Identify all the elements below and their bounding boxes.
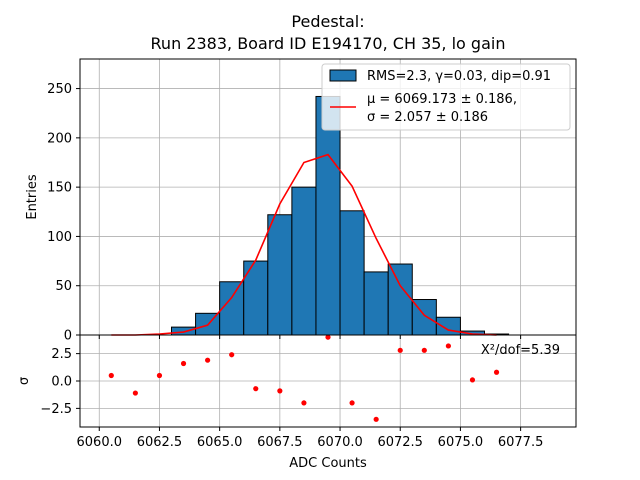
chi2-label: X²/dof=5.39: [481, 343, 560, 358]
residual-point: [108, 372, 114, 379]
histogram-bar: [387, 263, 413, 336]
x-tick-label: 6077.5: [498, 435, 544, 450]
y-tick-label-top: 100: [47, 230, 72, 245]
chart-title-line1: Pedestal:: [291, 12, 364, 31]
residual-point: [253, 386, 259, 392]
x-tick-label: 6065.0: [197, 435, 243, 450]
fit-curve-group: [111, 153, 497, 336]
x-tick-label: 6067.5: [257, 435, 303, 450]
y-tick-label-bottom: 0.0: [51, 375, 72, 390]
histogram-bar: [170, 326, 197, 336]
histogram-bar: [291, 186, 317, 336]
y-tick-label-top: 50: [55, 279, 72, 294]
residual-point: [397, 347, 403, 353]
y-axis-label-sigma: σ: [17, 377, 32, 385]
histogram-bar: [219, 281, 245, 336]
histogram-bar: [267, 214, 293, 336]
legend-hist-label: RMS=2.3, γ=0.03, dip=0.91: [367, 69, 551, 84]
histogram-bar: [339, 210, 365, 336]
residual-point: [156, 372, 163, 379]
residual-point: [229, 352, 235, 358]
y-tick-label-bottom: 2.5: [51, 347, 72, 362]
x-tick-label: 6062.5: [137, 435, 183, 450]
legend-fit-label-line1: μ = 6069.173 ± 0.186,: [367, 92, 517, 107]
residual-point: [277, 388, 283, 394]
x-axis-label: ADC Counts: [289, 456, 367, 471]
chart-title-line2: Run 2383, Board ID E194170, CH 35, lo ga…: [151, 34, 506, 53]
residual-point: [421, 347, 427, 353]
histogram-bars: [170, 95, 510, 336]
bottom-axes-frame: [79, 334, 577, 428]
residual-point: [205, 357, 211, 363]
y-tick-label-top: 250: [47, 82, 72, 97]
residual-point: [180, 360, 187, 367]
residual-point: [349, 400, 355, 406]
residual-point: [493, 369, 500, 375]
y-axis-label-entries: Entries: [25, 174, 40, 220]
x-tick-label: 6060.0: [77, 435, 123, 450]
residual-point: [301, 400, 307, 406]
legend-box: [321, 63, 571, 131]
histogram-bar: [363, 271, 389, 336]
residual-point: [445, 343, 451, 349]
residual-point: [469, 377, 476, 383]
y-tick-label-top: 200: [47, 131, 72, 146]
y-tick-label-top: 0: [64, 329, 72, 344]
histogram-bar: [435, 316, 461, 336]
histogram-bar: [315, 95, 341, 336]
y-tick-label-top: 150: [47, 181, 72, 196]
x-tick-label: 6072.5: [377, 435, 423, 450]
fit-curve: [111, 153, 497, 336]
legend-fit-label-line2: σ = 2.057 ± 0.186: [367, 110, 488, 125]
top-y-ticks: 0 50 100 150 200 250: [47, 82, 80, 344]
bottom-y-ticks: −2.5 0.0 2.5: [40, 347, 80, 417]
x-tick-label: 6075.0: [438, 435, 484, 450]
x-tick-label: 6070.0: [317, 435, 363, 450]
y-tick-label-bottom: −2.5: [40, 402, 72, 417]
residual-points: [108, 334, 500, 422]
residual-point: [132, 390, 138, 396]
bottom-grid: [80, 335, 576, 427]
residual-point: [373, 416, 379, 422]
legend-hist-swatch: [329, 69, 357, 82]
residual-point: [325, 334, 331, 340]
legend: RMS=2.3, γ=0.03, dip=0.91 μ = 6069.173 ±…: [321, 63, 571, 131]
x-ticks: 6060.0 6062.5 6065.0 6067.5 6070.0 6072.5 6075…: [77, 335, 544, 450]
